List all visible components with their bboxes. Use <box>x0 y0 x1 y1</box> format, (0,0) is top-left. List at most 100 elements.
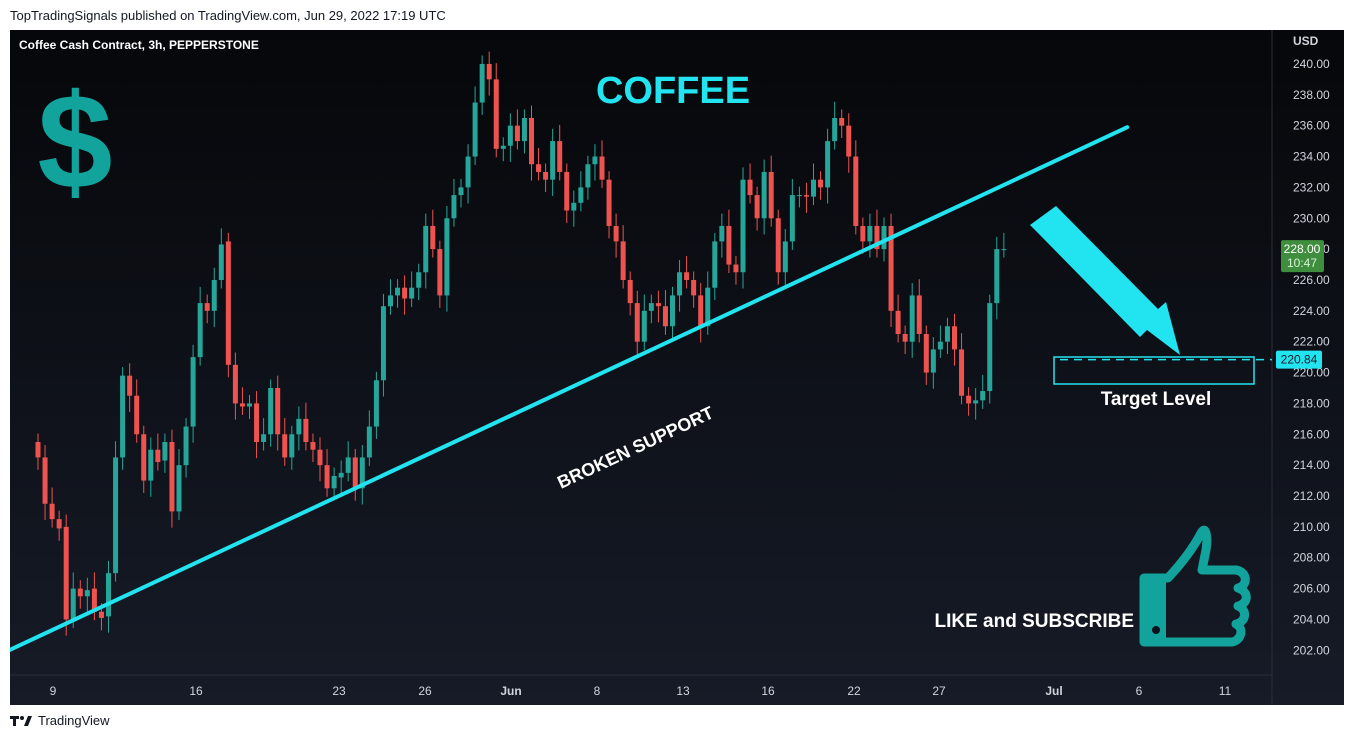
candle-body <box>557 141 563 172</box>
candle-body <box>84 590 90 597</box>
price-tick-label: 218.00 <box>1293 396 1330 410</box>
footer-brand: TradingView <box>38 713 110 728</box>
candle-body <box>49 503 55 520</box>
candle-body <box>895 310 901 334</box>
time-axis[interactable]: 9 16 23 26 Jun 8 13 16 22 27 Jul 6 11 <box>50 684 1232 698</box>
candle-body <box>1001 249 1007 251</box>
time-tick-label: 27 <box>932 684 946 698</box>
chart[interactable]: 240.00 238.00 236.00 234.00 232.00 230.00 228.… <box>0 30 1344 705</box>
price-tick-label: 204.00 <box>1293 612 1330 626</box>
candle-body <box>409 287 415 299</box>
candle-body <box>465 156 471 188</box>
arrow-down-right-icon <box>1030 206 1180 355</box>
tradingview-footer[interactable]: TradingView <box>10 713 110 728</box>
candle-body <box>775 218 781 273</box>
candle-body <box>606 179 612 226</box>
candle-body <box>331 475 337 489</box>
candle-body <box>134 395 140 435</box>
candle-body <box>388 295 393 307</box>
candle-body <box>980 391 986 401</box>
candle-body <box>479 63 485 103</box>
price-tick-label: 210.00 <box>1293 520 1330 534</box>
price-tick-label: 206.00 <box>1293 582 1330 596</box>
price-tick-label: 212.00 <box>1293 489 1330 503</box>
candle-body <box>670 295 675 327</box>
candle-body <box>726 225 732 265</box>
target-price-tag: 220.84 <box>1276 350 1322 369</box>
candle-body <box>211 279 217 311</box>
candle-body <box>239 403 245 407</box>
candle-body <box>204 303 210 311</box>
candle-body <box>366 426 372 458</box>
candle-body <box>888 225 894 311</box>
time-tick-label: 8 <box>594 684 601 698</box>
publish-info: TopTradingSignals published on TradingVi… <box>10 8 446 23</box>
candle-body <box>218 244 224 280</box>
candle-body <box>275 387 281 435</box>
candle-body <box>620 241 626 280</box>
candle-body <box>662 306 668 327</box>
price-tick-label: 208.00 <box>1293 551 1330 565</box>
candle-body <box>35 441 41 458</box>
candle-body <box>648 303 654 311</box>
time-tick-label: 6 <box>1136 684 1143 698</box>
candle-body <box>698 295 704 327</box>
candle-body <box>719 225 725 242</box>
last-price-tag: 228.00 10:47 <box>1281 240 1324 273</box>
candle-body <box>902 333 908 342</box>
candle-body <box>803 195 809 197</box>
target-price: 220.84 <box>1281 353 1318 367</box>
time-tick-label: 16 <box>761 684 775 698</box>
candle-body <box>923 333 929 373</box>
candle-body <box>113 457 119 574</box>
candle-body <box>289 434 295 458</box>
candle-body <box>543 171 549 180</box>
target-level-label: Target Level <box>1101 389 1212 410</box>
support-trendline[interactable] <box>0 125 1130 657</box>
candle-body <box>261 434 267 442</box>
chart-background <box>10 30 1344 705</box>
candle-body <box>254 403 260 442</box>
candle-body <box>176 465 182 512</box>
candle-body <box>225 241 231 365</box>
candle-body <box>832 117 838 142</box>
symbol-info: Coffee Cash Contract, 3h, PEPPERSTONE <box>19 38 259 52</box>
candle-body <box>268 387 274 435</box>
candle-body <box>677 272 683 296</box>
price-tick-label: 238.00 <box>1293 88 1330 102</box>
candle-body <box>585 164 591 188</box>
candle-body <box>317 449 323 466</box>
price-tick-label: 222.00 <box>1293 335 1330 349</box>
candle-body <box>825 141 831 188</box>
candle-body <box>380 306 386 381</box>
candle-body <box>761 171 767 219</box>
candle-body <box>507 125 513 146</box>
candle-body <box>796 195 802 197</box>
candle-body <box>56 519 62 529</box>
candle-body <box>493 79 499 149</box>
candle-body <box>247 403 252 407</box>
chart-title: COFFEE <box>596 70 750 112</box>
candle-body <box>782 241 788 273</box>
candle-body <box>874 225 880 250</box>
candle-body <box>141 434 147 481</box>
candle-body <box>684 272 690 280</box>
time-tick-label: 16 <box>189 684 203 698</box>
candle-body <box>529 117 534 165</box>
target-box <box>1053 356 1255 385</box>
candle-body <box>811 179 816 197</box>
price-tick-label: 232.00 <box>1293 180 1330 194</box>
candle-body <box>183 426 189 466</box>
time-tick-label: 11 <box>1219 684 1232 698</box>
candle-body <box>162 441 168 461</box>
candle-body <box>959 349 965 396</box>
candle-body <box>500 145 506 149</box>
candle-body <box>966 395 972 404</box>
candle-body <box>430 225 436 250</box>
candle-body <box>423 225 429 273</box>
time-tick-label: 23 <box>332 684 346 698</box>
time-tick-label: Jul <box>1045 684 1062 698</box>
candle-body <box>733 264 739 273</box>
chart-svg: 240.00 238.00 236.00 234.00 232.00 230.00 228.… <box>0 30 1344 705</box>
price-axis[interactable]: 240.00238.00236.00234.00232.00230.00228.… <box>1293 57 1330 657</box>
